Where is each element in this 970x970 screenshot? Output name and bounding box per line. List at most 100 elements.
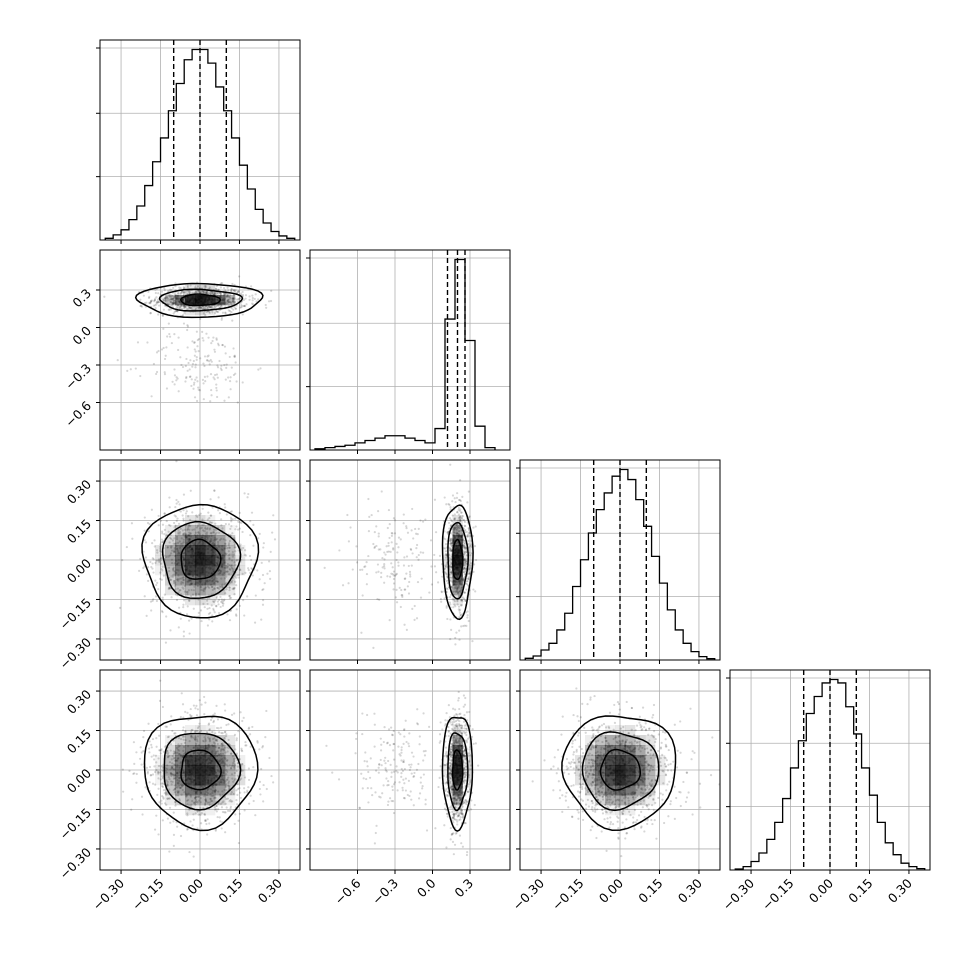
sample-point xyxy=(217,587,221,590)
sample-point xyxy=(466,614,469,617)
sample-point xyxy=(224,831,227,834)
sample-point xyxy=(179,527,182,530)
sample-point xyxy=(215,751,218,754)
sample-point xyxy=(464,809,467,812)
sample-point xyxy=(159,778,162,781)
sample-point xyxy=(454,723,457,726)
sample-point xyxy=(453,497,456,500)
sample-point xyxy=(212,376,215,379)
sample-point xyxy=(233,561,236,564)
sample-point xyxy=(168,569,171,573)
sample-point xyxy=(191,728,194,731)
sample-point xyxy=(446,531,450,534)
sample-point xyxy=(460,604,463,607)
sample-point xyxy=(103,295,106,298)
sample-point xyxy=(202,589,205,592)
sample-point xyxy=(166,749,169,753)
sample-point xyxy=(208,363,211,366)
sample-point xyxy=(193,730,197,734)
density-cell xyxy=(235,775,246,786)
sample-point xyxy=(223,703,226,706)
sample-point xyxy=(206,375,209,378)
sample-point xyxy=(181,365,185,369)
sample-point xyxy=(194,735,197,738)
sample-point xyxy=(184,729,187,733)
sample-point xyxy=(449,771,452,775)
sample-point xyxy=(230,525,233,528)
sample-point xyxy=(190,714,193,718)
sample-point xyxy=(237,558,240,561)
sample-point xyxy=(233,586,236,590)
sample-point xyxy=(157,722,160,726)
sample-point xyxy=(182,493,186,496)
sample-point xyxy=(203,285,206,288)
sample-point xyxy=(232,296,235,299)
sample-point xyxy=(178,540,181,543)
sample-point xyxy=(206,792,210,795)
sample-point xyxy=(451,533,454,536)
sample-point xyxy=(372,542,375,546)
sample-point xyxy=(450,585,454,588)
sample-point xyxy=(148,295,151,298)
sample-point xyxy=(445,565,448,568)
sample-point xyxy=(184,364,187,368)
sample-point xyxy=(224,592,227,595)
sample-point xyxy=(460,516,463,520)
sample-point xyxy=(171,549,174,552)
sample-point xyxy=(189,307,192,310)
sample-point xyxy=(215,580,218,583)
sample-point xyxy=(174,309,177,313)
sample-point xyxy=(177,745,180,748)
sample-point xyxy=(190,734,193,738)
sample-point xyxy=(258,787,261,791)
sample-point xyxy=(231,300,235,303)
sample-point xyxy=(210,604,213,607)
density-cell xyxy=(195,765,206,776)
sample-point xyxy=(156,301,159,304)
sample-point xyxy=(243,305,247,308)
sample-point xyxy=(196,810,199,813)
sample-point xyxy=(466,610,469,613)
sample-point xyxy=(463,591,467,594)
density-cell xyxy=(205,555,216,566)
sample-point xyxy=(165,793,168,796)
sample-point xyxy=(155,296,158,299)
sample-point xyxy=(159,543,162,546)
hist-param-2 xyxy=(306,249,511,454)
sample-point xyxy=(153,539,156,542)
sample-point xyxy=(182,307,185,310)
sample-point xyxy=(373,545,377,548)
sample-point xyxy=(239,543,242,546)
sample-point xyxy=(264,736,267,739)
sample-point xyxy=(191,362,195,366)
sample-point xyxy=(405,628,408,631)
sample-point xyxy=(392,570,396,573)
sample-point xyxy=(391,532,394,535)
sample-point xyxy=(208,737,212,740)
sample-point xyxy=(182,716,185,719)
sample-point xyxy=(187,589,190,592)
sample-point xyxy=(150,565,153,569)
sample-point xyxy=(170,758,173,761)
sample-point xyxy=(399,538,402,541)
sample-point xyxy=(383,564,386,568)
sample-point xyxy=(172,521,176,525)
sample-point xyxy=(237,787,240,791)
sample-point xyxy=(464,557,467,560)
sample-point xyxy=(467,572,470,576)
sample-point xyxy=(214,752,217,755)
sample-point xyxy=(175,376,178,379)
sample-point xyxy=(195,330,198,333)
sample-point xyxy=(454,585,457,588)
sample-point xyxy=(180,692,183,695)
sample-point xyxy=(177,743,180,746)
sample-point xyxy=(172,844,175,847)
sample-point xyxy=(177,579,180,582)
sample-point xyxy=(217,288,220,291)
sample-point xyxy=(220,806,224,809)
sample-point xyxy=(457,585,460,588)
sample-point xyxy=(452,598,456,601)
sample-point xyxy=(457,797,461,800)
density-cell xyxy=(185,795,196,806)
sample-point xyxy=(181,755,184,758)
